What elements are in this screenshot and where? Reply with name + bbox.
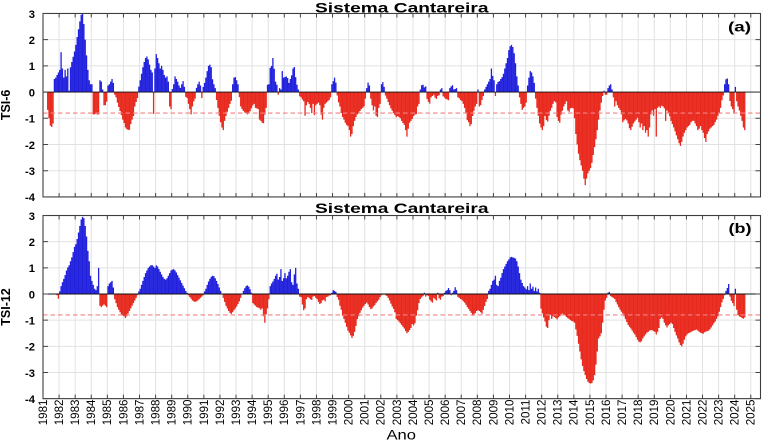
svg-text:(a): (a) xyxy=(728,20,751,35)
svg-text:2: 2 xyxy=(29,237,35,249)
svg-text:2023: 2023 xyxy=(713,400,726,426)
svg-text:Ano: Ano xyxy=(387,428,417,441)
svg-text:1992: 1992 xyxy=(214,400,227,426)
svg-text:2025: 2025 xyxy=(745,400,758,426)
svg-text:1998: 1998 xyxy=(310,400,323,426)
svg-text:1996: 1996 xyxy=(278,400,291,426)
svg-text:1991: 1991 xyxy=(198,400,211,426)
svg-text:1985: 1985 xyxy=(101,400,114,426)
svg-text:1987: 1987 xyxy=(133,400,146,426)
svg-text:2006: 2006 xyxy=(439,400,452,426)
svg-text:-4: -4 xyxy=(25,394,36,406)
svg-text:2007: 2007 xyxy=(455,400,468,426)
svg-text:1997: 1997 xyxy=(294,400,307,426)
svg-text:TSI-12: TSI-12 xyxy=(0,288,13,326)
svg-text:1999: 1999 xyxy=(326,400,339,426)
svg-text:2015: 2015 xyxy=(584,400,597,426)
svg-text:1984: 1984 xyxy=(85,399,98,425)
svg-text:-3: -3 xyxy=(25,368,35,380)
svg-text:Sistema Cantareira: Sistema Cantareira xyxy=(315,1,489,16)
svg-text:-3: -3 xyxy=(25,166,35,178)
svg-text:1982: 1982 xyxy=(53,400,66,426)
svg-text:2009: 2009 xyxy=(487,400,500,426)
svg-text:2013: 2013 xyxy=(552,400,565,426)
svg-text:2020: 2020 xyxy=(664,400,677,426)
svg-text:1986: 1986 xyxy=(117,400,130,426)
svg-text:2004: 2004 xyxy=(407,399,420,425)
svg-text:-1: -1 xyxy=(25,316,35,328)
svg-text:1988: 1988 xyxy=(150,400,163,426)
svg-text:3: 3 xyxy=(29,9,35,21)
svg-text:(b): (b) xyxy=(729,221,752,236)
svg-text:2011: 2011 xyxy=(519,400,532,425)
svg-text:3: 3 xyxy=(29,211,35,223)
svg-text:2001: 2001 xyxy=(359,400,372,426)
svg-text:2022: 2022 xyxy=(696,400,709,426)
svg-text:2005: 2005 xyxy=(423,400,436,426)
svg-text:1983: 1983 xyxy=(69,400,82,426)
svg-text:Sistema Cantareira: Sistema Cantareira xyxy=(315,201,489,216)
svg-text:TSI-6: TSI-6 xyxy=(0,90,13,121)
svg-text:2014: 2014 xyxy=(568,399,581,425)
svg-text:2010: 2010 xyxy=(503,400,516,426)
svg-text:-2: -2 xyxy=(25,342,35,354)
svg-text:2012: 2012 xyxy=(536,400,549,426)
svg-text:2019: 2019 xyxy=(648,400,661,426)
svg-text:1995: 1995 xyxy=(262,400,275,426)
svg-text:2024: 2024 xyxy=(729,399,742,425)
svg-text:1: 1 xyxy=(29,263,35,275)
svg-text:2016: 2016 xyxy=(600,400,613,426)
svg-text:1990: 1990 xyxy=(182,400,195,426)
svg-text:1: 1 xyxy=(29,61,35,73)
svg-text:2018: 2018 xyxy=(632,400,645,426)
svg-text:2021: 2021 xyxy=(680,400,693,426)
svg-text:1994: 1994 xyxy=(246,399,259,425)
svg-text:-4: -4 xyxy=(25,192,36,204)
svg-text:2008: 2008 xyxy=(471,400,484,426)
svg-text:1989: 1989 xyxy=(166,400,179,426)
svg-text:-2: -2 xyxy=(25,140,35,152)
svg-text:1993: 1993 xyxy=(230,400,243,426)
svg-text:-1: -1 xyxy=(25,114,35,126)
svg-text:2002: 2002 xyxy=(375,400,388,426)
svg-text:2017: 2017 xyxy=(616,400,629,426)
svg-text:1981: 1981 xyxy=(37,400,50,426)
svg-text:2003: 2003 xyxy=(391,400,404,426)
svg-text:0: 0 xyxy=(29,87,35,99)
svg-text:2: 2 xyxy=(29,35,35,47)
svg-text:0: 0 xyxy=(29,289,35,301)
svg-text:2000: 2000 xyxy=(343,400,356,426)
